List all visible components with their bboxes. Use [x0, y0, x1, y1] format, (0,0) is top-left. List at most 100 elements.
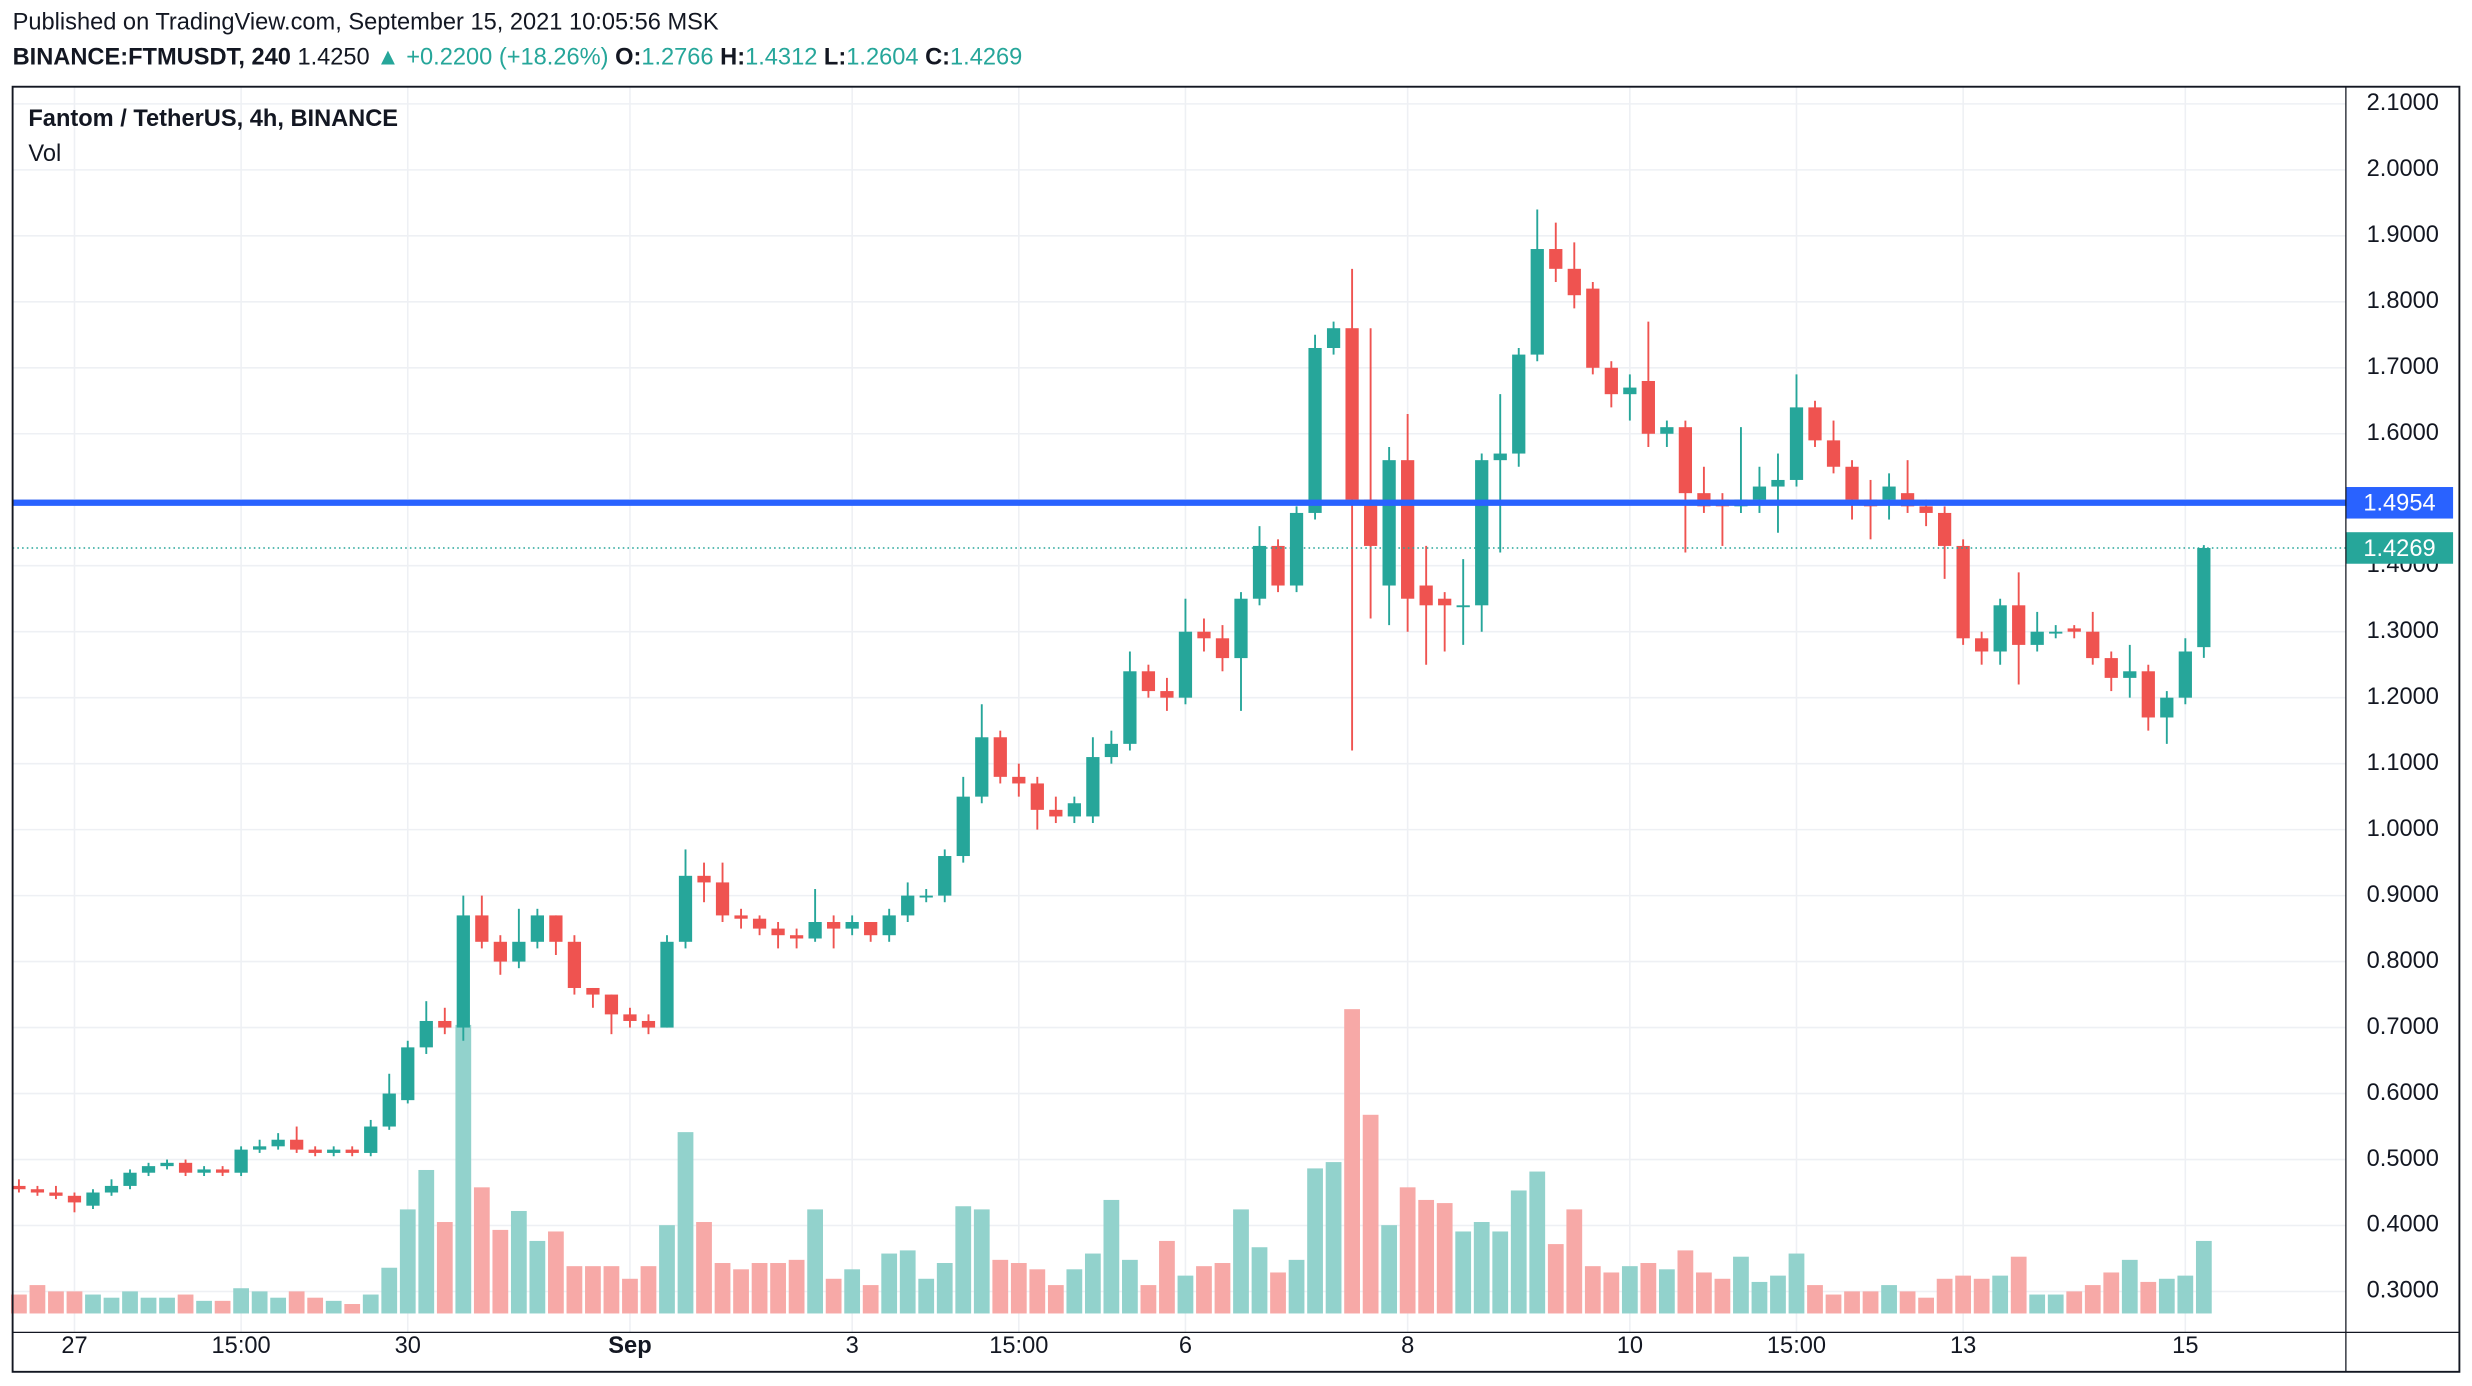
volume-bar — [825, 1278, 842, 1314]
volume-bar — [881, 1253, 898, 1314]
volume-bar — [1899, 1291, 1916, 1314]
volume-bar — [1955, 1275, 1972, 1314]
candle-body — [345, 1149, 359, 1153]
volume-bar — [955, 1206, 972, 1314]
volume-bar — [103, 1297, 120, 1314]
candle-body — [1401, 460, 1415, 599]
volume-bar — [1992, 1275, 2009, 1314]
candle-body — [678, 875, 693, 942]
volume-bar — [992, 1259, 1009, 1314]
candle-body — [123, 1172, 137, 1186]
volume-bar — [659, 1225, 675, 1314]
candle-body — [641, 1020, 656, 1028]
candle-body — [1826, 440, 1841, 467]
c-value: 1.4269 — [950, 45, 1022, 71]
chart-title: Fantom / TetherUS, 4h, BINANCE — [28, 106, 398, 132]
candle-body — [401, 1047, 415, 1101]
volume-bar — [1344, 1009, 1360, 1314]
volume-bar — [1973, 1278, 1990, 1314]
y-tick-label: 0.8000 — [2367, 948, 2439, 974]
candle-body — [1012, 776, 1026, 784]
volume-bar — [1103, 1199, 1120, 1314]
candle-body — [604, 994, 619, 1015]
candle-body — [752, 918, 767, 929]
volume-bar — [2195, 1240, 2212, 1314]
volume-bar — [844, 1269, 861, 1314]
h-label: H: — [720, 45, 745, 71]
last-price-box — [2345, 532, 2454, 564]
candle-body — [697, 875, 711, 883]
change: ▲ +0.2200 (+18.26%) — [376, 45, 608, 71]
candle-layer — [12, 209, 2211, 1213]
candle-body — [215, 1169, 230, 1173]
candle-body — [1345, 328, 1359, 500]
volume-bar — [2010, 1256, 2027, 1314]
volume-bar — [1251, 1247, 1268, 1314]
volume-bar — [751, 1263, 768, 1314]
y-tick-label: 1.7000 — [2367, 354, 2439, 380]
candle-body — [1234, 598, 1248, 659]
y-tick-label: 0.5000 — [2367, 1146, 2439, 1172]
volume-bar — [1436, 1203, 1453, 1314]
candle-body — [1382, 460, 1396, 586]
candle-body — [1475, 460, 1489, 606]
y-tick-label: 1.8000 — [2367, 288, 2439, 314]
candle-body — [1271, 545, 1285, 586]
volume-bar — [1233, 1209, 1249, 1314]
volume-bar — [2121, 1259, 2138, 1314]
volume-bar — [1529, 1171, 1546, 1314]
candle-body — [623, 1014, 637, 1021]
candle-body — [1141, 671, 1156, 692]
candle-body — [1123, 671, 1137, 744]
volume-bar — [1177, 1275, 1194, 1314]
candle-body — [845, 922, 859, 929]
volume-bar — [1288, 1259, 1305, 1314]
volume-bar — [1473, 1222, 1490, 1314]
volume-label: Vol — [28, 141, 61, 167]
volume-bar — [177, 1294, 194, 1314]
volume-bar — [1399, 1187, 1416, 1314]
volume-bar — [2158, 1278, 2175, 1314]
volume-bar — [585, 1266, 601, 1314]
volume-bar — [1825, 1294, 1842, 1314]
symbol-line: BINANCE:FTMUSDT, 240 1.4250 ▲ +0.2200 (+… — [13, 45, 1023, 71]
x-tick-label: 3 — [846, 1333, 859, 1359]
candle-body — [549, 915, 563, 942]
volume-bar — [899, 1250, 916, 1314]
last-price-label: 1.4269 — [2363, 536, 2435, 562]
volume-bar — [344, 1304, 361, 1314]
candle-body — [1289, 512, 1304, 586]
volume-bar — [418, 1169, 435, 1314]
volume-bar — [2029, 1294, 2046, 1314]
candle-body — [253, 1146, 267, 1150]
volume-bar — [2047, 1294, 2064, 1314]
candle-body — [1882, 486, 1896, 500]
volume-bar — [770, 1263, 786, 1314]
candle-body — [308, 1149, 322, 1153]
candle-body — [827, 922, 841, 929]
candle-body — [1030, 783, 1044, 810]
candle-body — [1493, 453, 1507, 461]
candle-body — [1975, 638, 1989, 652]
candle-body — [86, 1192, 100, 1206]
volume-bar — [29, 1285, 46, 1314]
y-tick-label: 1.3000 — [2367, 618, 2439, 644]
candle-body — [104, 1185, 119, 1193]
volume-bar — [677, 1132, 694, 1314]
volume-bar — [1010, 1263, 1027, 1314]
candle-body — [864, 922, 878, 936]
volume-bar — [1159, 1240, 1175, 1314]
candle-body — [2049, 631, 2063, 634]
candle-body — [1086, 757, 1100, 817]
volume-bar — [1418, 1199, 1435, 1314]
candle-body — [382, 1093, 396, 1127]
candle-body — [1993, 605, 2007, 652]
candle-body — [1919, 506, 1933, 513]
symbol: BINANCE:FTMUSDT, 240 — [13, 45, 291, 71]
candle-body — [2141, 671, 2155, 718]
volume-bar — [1807, 1285, 1823, 1314]
candle-body — [512, 941, 526, 962]
candle-body — [160, 1162, 174, 1167]
volume-bar — [288, 1291, 305, 1314]
